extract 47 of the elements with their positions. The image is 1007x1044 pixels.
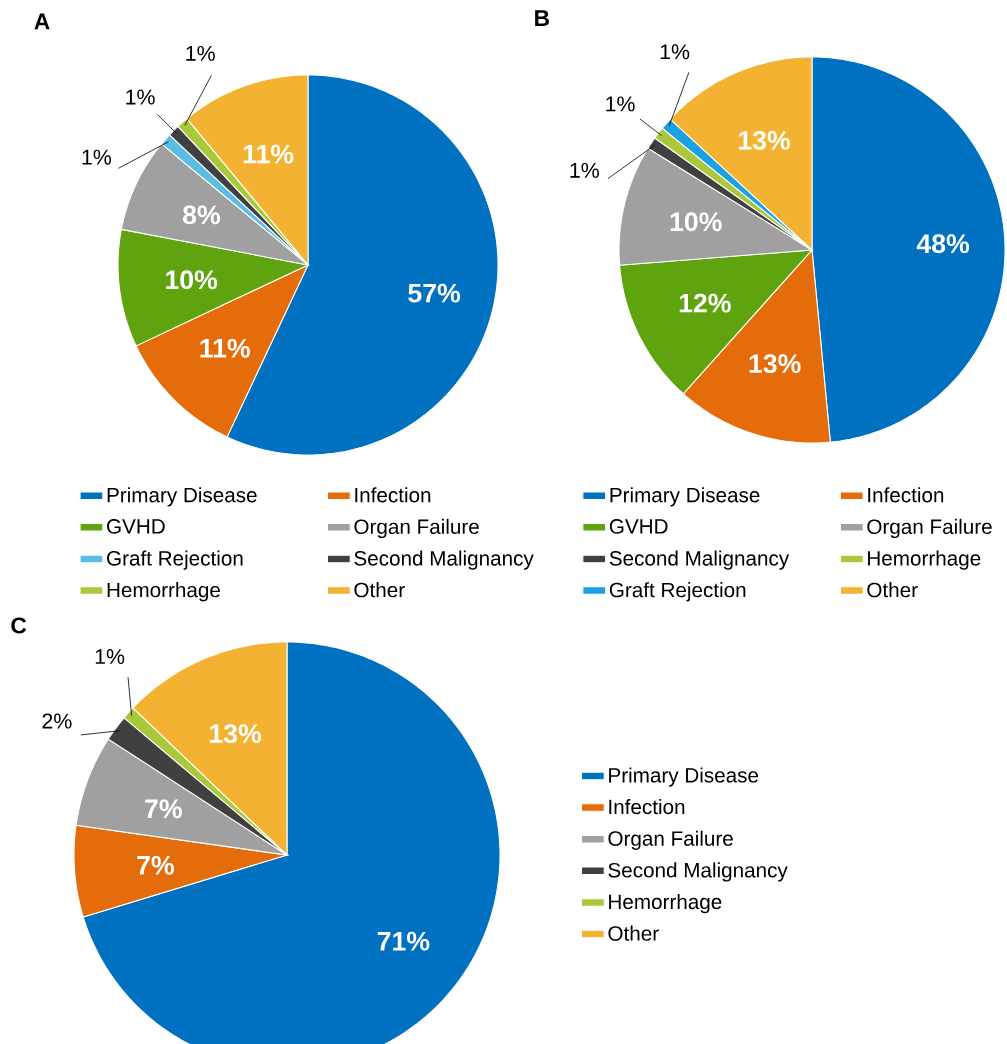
legend-label: GVHD: [609, 519, 668, 534]
data-label: 10%: [670, 212, 722, 232]
data-label: 13%: [739, 130, 790, 150]
legend-label: Graft Rejection: [107, 550, 243, 570]
legend-label: Hemorrhage: [868, 550, 981, 570]
chart-title: A: [34, 13, 50, 30]
chart-title: B: [535, 10, 549, 26]
data-label: 7%: [145, 799, 182, 819]
data-label: 11%: [200, 338, 250, 358]
data-label: 1%: [95, 649, 125, 664]
data-label: 11%: [243, 144, 294, 164]
legend-label: Graft Rejection: [609, 582, 746, 602]
data-label: 13%: [210, 724, 262, 744]
legend-label: Infection: [609, 799, 685, 815]
chart-title: C: [11, 617, 27, 634]
legend-label: Second Malignancy: [608, 862, 788, 882]
legend-label: Infection: [868, 487, 944, 503]
legend-label: Hemorrhage: [107, 582, 220, 602]
legend-label: Organ Failure: [354, 518, 479, 539]
data-label: 1%: [126, 89, 155, 105]
legend-label: Hemorrhage: [609, 893, 722, 914]
legend-label: Other: [354, 582, 405, 598]
data-label: 48%: [916, 234, 970, 254]
legend-label: Primary Disease: [609, 767, 759, 787]
legend-label: Second Malignancy: [354, 550, 534, 570]
data-label: 57%: [408, 283, 461, 303]
data-label: 1%: [606, 96, 635, 112]
legend-label: Organ Failure: [867, 518, 992, 539]
data-label: 1%: [186, 45, 215, 61]
legend-label: Primary Disease: [107, 487, 257, 507]
legend-label: Other: [608, 925, 659, 941]
data-label: 13%: [749, 354, 801, 374]
legend-label: Organ Failure: [608, 830, 733, 850]
data-label: 71%: [377, 931, 430, 951]
data-label: 7%: [137, 855, 174, 875]
data-label: 1%: [82, 149, 112, 165]
data-label: 10%: [166, 270, 218, 290]
data-label: 1%: [660, 44, 690, 60]
legend-label: Other: [867, 582, 918, 598]
legend-label: GVHD: [107, 519, 165, 534]
legend-label: Infection: [355, 487, 431, 503]
data-label: 2%: [42, 713, 72, 729]
data-label: 12%: [679, 293, 731, 313]
data-label: 8%: [182, 205, 220, 225]
data-label: 1%: [570, 162, 599, 178]
legend-label: Primary Disease: [610, 487, 760, 507]
legend-label: Second Malignancy: [609, 550, 790, 570]
